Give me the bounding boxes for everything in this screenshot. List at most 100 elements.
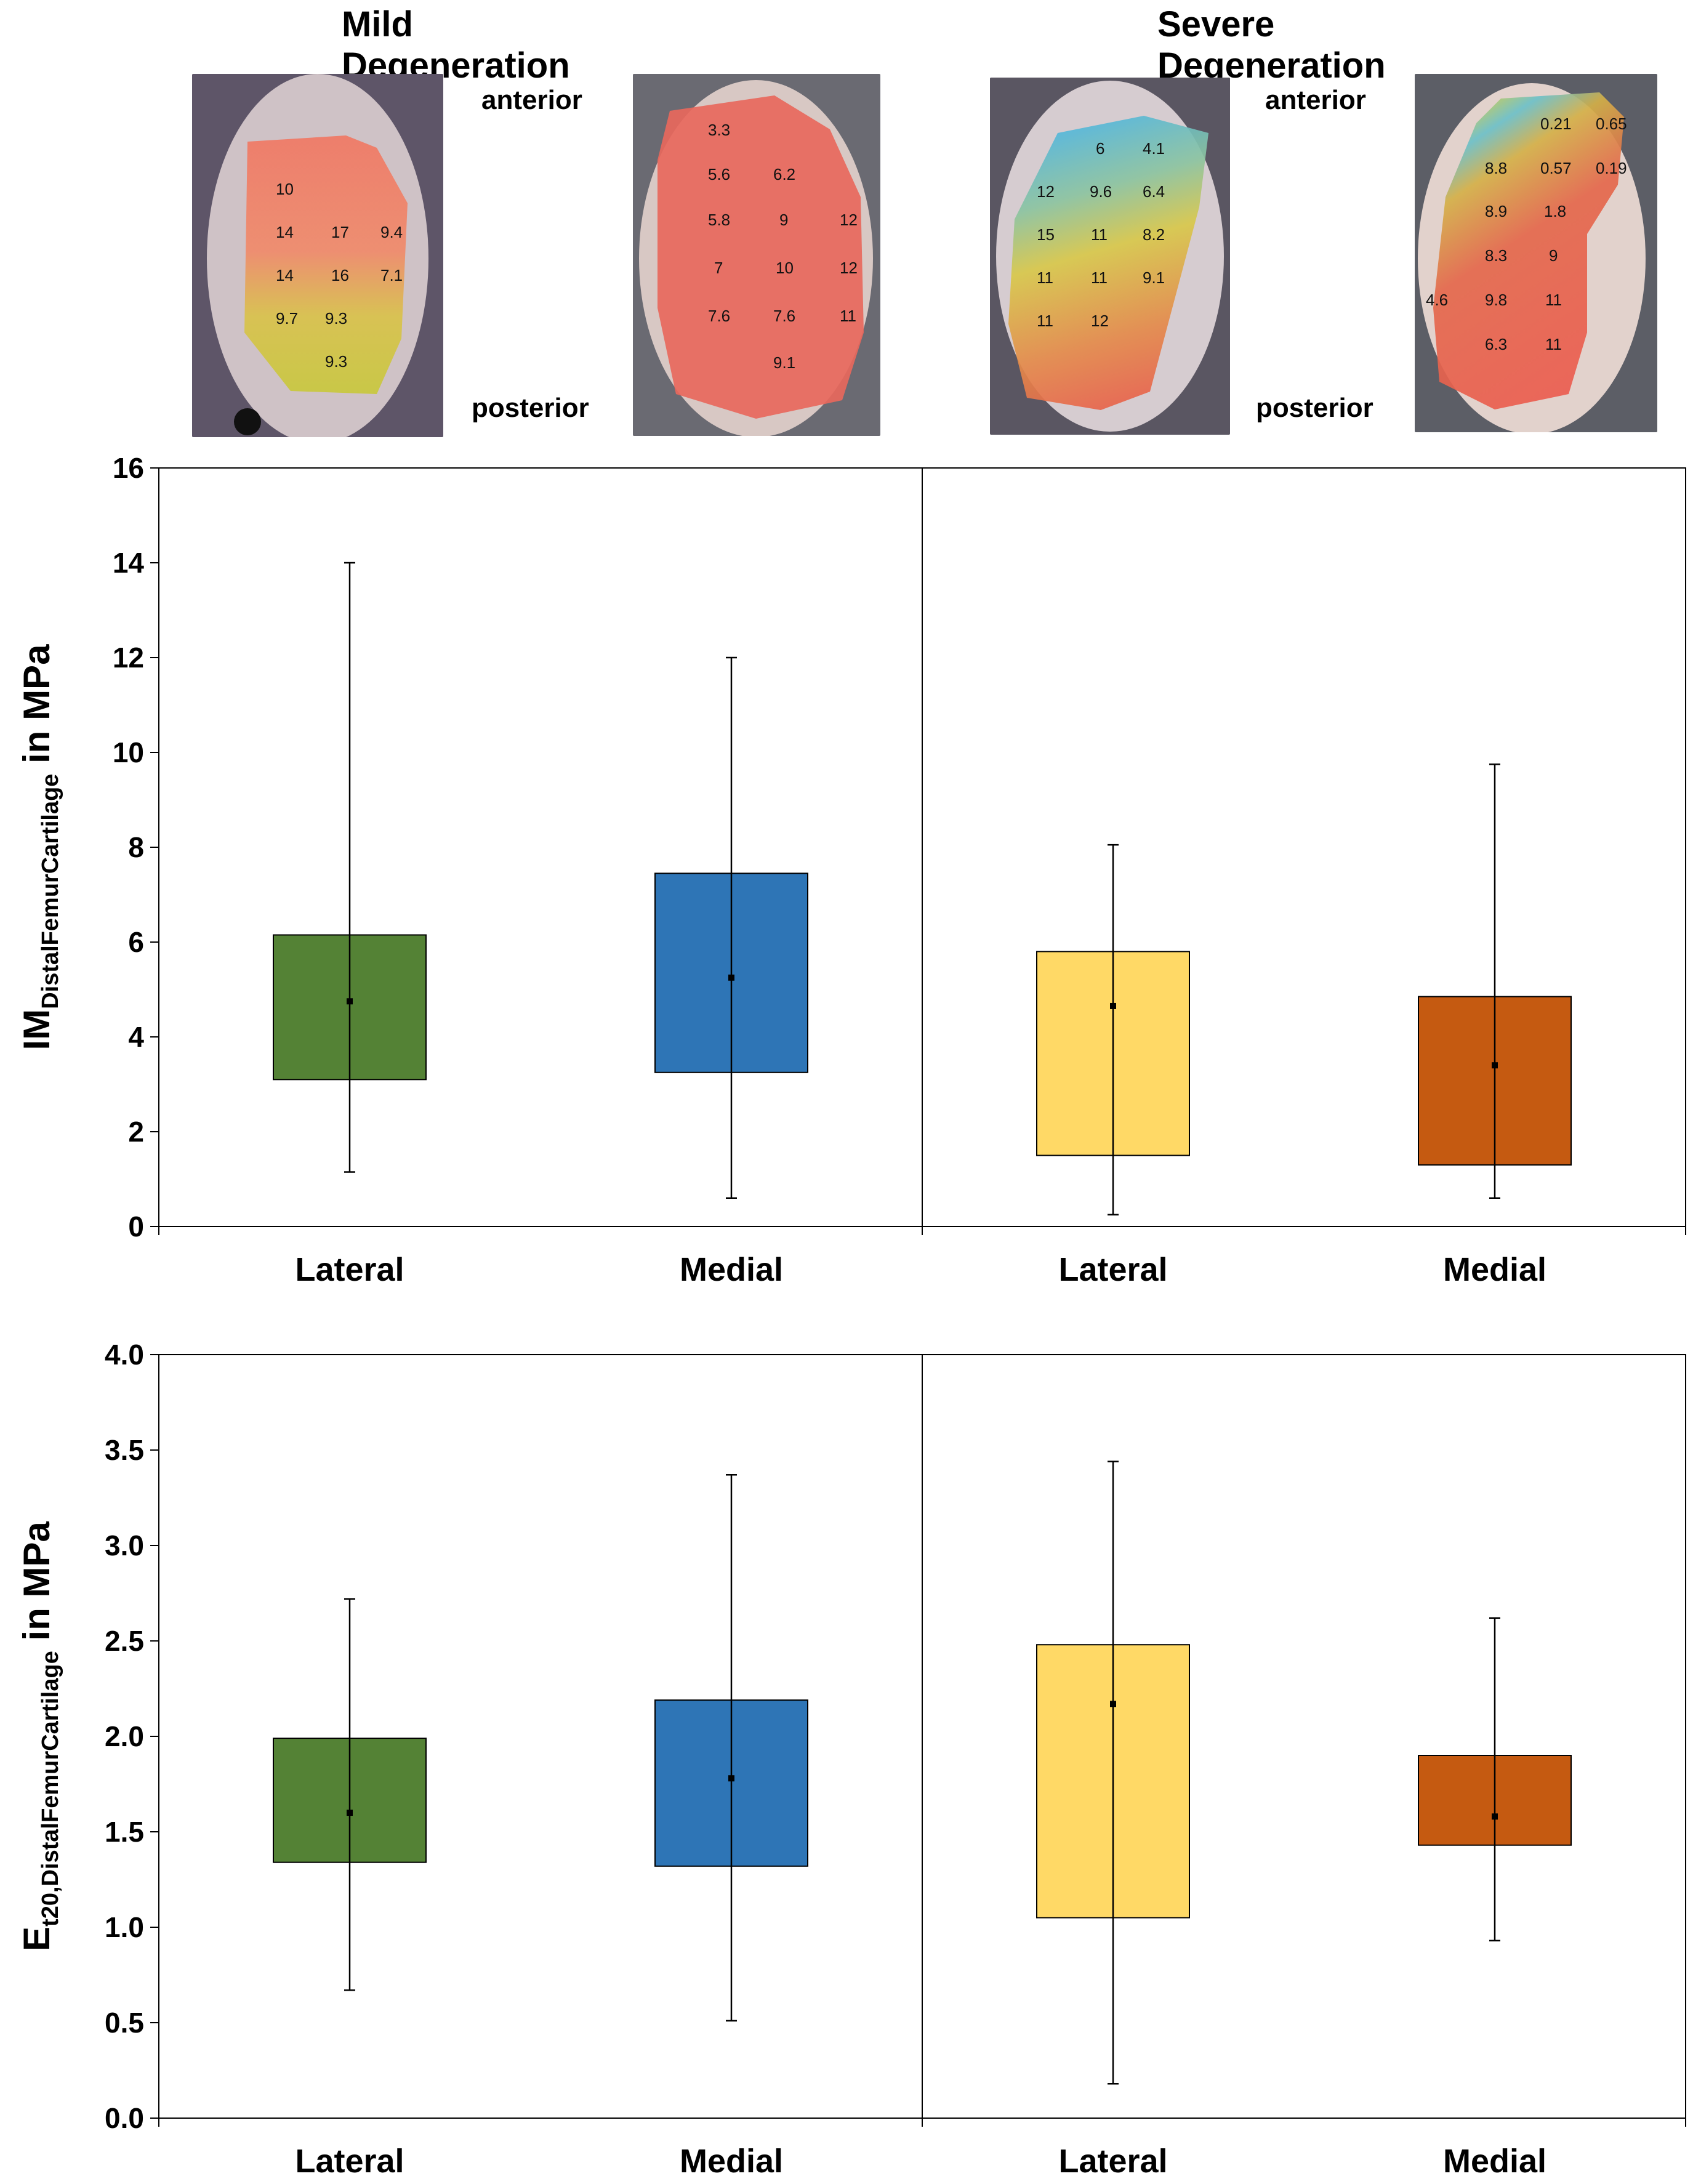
photo-value: 11: [1545, 335, 1562, 353]
y-tick-label: 3.5: [105, 1434, 144, 1466]
photo-value: 7.6: [773, 307, 795, 325]
photo-value: 15: [1037, 225, 1055, 244]
photo-value: 6.3: [1485, 335, 1507, 353]
x-category-label: Medial: [1443, 2143, 1546, 2180]
photo-value: 12: [840, 211, 858, 229]
heatmap-overlay: [1433, 92, 1624, 409]
y-tick-label: 8: [128, 831, 144, 863]
y-tick-label: 4.0: [105, 1339, 144, 1371]
photo-value: 7.6: [708, 307, 730, 325]
y-tick-label: 0.0: [105, 2102, 144, 2134]
x-category-label: Medial: [1443, 1251, 1546, 1288]
y-axis-label: IMDistalFemurCartilage in MPa: [16, 644, 63, 1050]
median-marker: [1492, 1062, 1498, 1069]
median-marker: [347, 998, 353, 1005]
photo-value: 8.2: [1143, 225, 1165, 244]
photo-value: 9.1: [773, 353, 795, 372]
photo-value: 4.1: [1143, 139, 1165, 158]
photo-value: 9.3: [325, 352, 347, 371]
y-tick-label: 16: [113, 452, 144, 484]
y-tick-label: 14: [113, 547, 145, 579]
photo-severe-lateral: 6 4.1 12 9.6 6.4 15 11 8.2 11 11 9.1 11 …: [990, 78, 1230, 435]
photo-value: 9.1: [1143, 268, 1165, 287]
photo-marker: [234, 408, 261, 435]
median-marker: [1110, 1002, 1116, 1009]
photo-value: 16: [331, 266, 349, 284]
photo-value: 0.19: [1596, 159, 1627, 177]
y-tick-label: 2.0: [105, 1720, 144, 1752]
photo-value: 6: [1096, 139, 1104, 158]
y-tick-label: 10: [113, 736, 144, 768]
photo-value: 9.8: [1485, 291, 1507, 309]
photo-value: 7.1: [380, 266, 403, 284]
photo-value: 8.8: [1485, 159, 1507, 177]
median-marker: [1110, 1701, 1116, 1707]
y-axis-label: Et20,DistalFemurCartilage in MPa: [16, 1521, 63, 1951]
photo-value: 17: [331, 223, 349, 241]
label-mild-posterior: posterior: [472, 393, 589, 423]
photo-value: 11: [1091, 268, 1108, 287]
photo-mild-medial: 3.3 5.6 6.2 5.8 9 12 7 10 12 7.6 7.6 11 …: [633, 74, 880, 436]
x-category-label: Lateral: [1058, 1251, 1167, 1288]
median-marker: [728, 1775, 734, 1782]
photo-value: 6.2: [773, 165, 795, 183]
photo-value: 1.8: [1544, 202, 1566, 220]
photo-value: 9.6: [1090, 182, 1112, 201]
photo-severe-medial: 0.21 0.65 8.8 0.57 0.19 8.9 1.8 8.3 9 4.…: [1415, 74, 1657, 432]
photo-value: 11: [1545, 291, 1562, 309]
x-category-label: Medial: [680, 1251, 783, 1288]
photo-value: 12: [1091, 312, 1109, 330]
photo-value: 8.3: [1485, 246, 1507, 265]
y-axis-label-sub: DistalFemurCartilage: [38, 774, 63, 1009]
photo-value: 7: [714, 259, 723, 277]
y-axis-label-unit: in MPa: [16, 644, 57, 774]
photo-value: 12: [1037, 182, 1055, 201]
y-axis-label-main: E: [16, 1927, 57, 1951]
photo-value: 6.4: [1143, 182, 1165, 201]
x-category-label: Medial: [680, 2143, 783, 2180]
photo-value: 10: [776, 259, 794, 277]
photo-value: 9.3: [325, 309, 347, 328]
label-severe-anterior: anterior: [1265, 85, 1366, 115]
photo-value: 10: [276, 180, 294, 198]
photo-value: 0.65: [1596, 115, 1627, 133]
y-tick-label: 0: [128, 1211, 144, 1243]
photo-value: 11: [840, 307, 856, 325]
photo-value: 11: [1037, 312, 1053, 330]
photo-value: 11: [1037, 268, 1053, 287]
y-axis-label-sub: t20,DistalFemurCartilage: [38, 1651, 63, 1927]
photo-value: 0.21: [1540, 115, 1572, 133]
y-tick-label: 3.0: [105, 1529, 144, 1561]
photo-value: 5.6: [708, 165, 730, 183]
x-category-label: Lateral: [295, 2143, 404, 2180]
photo-value: 12: [840, 259, 858, 277]
photo-value: 9.4: [380, 223, 403, 241]
y-tick-label: 2: [128, 1116, 144, 1148]
photo-value: 8.9: [1485, 202, 1507, 220]
photo-value: 9: [1549, 246, 1558, 265]
photo-value: 0.57: [1540, 159, 1572, 177]
photo-value: 4.6: [1426, 291, 1448, 309]
photo-value: 9.7: [276, 309, 298, 328]
y-tick-label: 4: [128, 1021, 144, 1053]
y-tick-label: 12: [113, 642, 144, 674]
photo-mild-lateral: 10 14 17 9.4 14 16 7.1 9.7 9.3 9.3: [192, 74, 443, 437]
median-marker: [1492, 1813, 1498, 1820]
heatmap-overlay: [244, 135, 408, 394]
y-axis-label-main: IM: [16, 1009, 57, 1050]
photo-value: 5.8: [708, 211, 730, 229]
heatmap-overlay: [1008, 116, 1208, 410]
y-tick-label: 1.0: [105, 1911, 144, 1943]
y-tick-label: 6: [128, 926, 144, 958]
median-marker: [728, 974, 734, 981]
photo-value: 11: [1091, 225, 1108, 244]
photo-value: 9: [779, 211, 788, 229]
median-marker: [347, 1810, 353, 1816]
heatmap-overlay: [657, 95, 864, 419]
y-tick-label: 1.5: [105, 1816, 144, 1848]
photo-value: 3.3: [708, 121, 730, 139]
label-severe-posterior: posterior: [1256, 393, 1373, 423]
y-axis-label-unit: in MPa: [16, 1521, 57, 1651]
photo-value: 14: [276, 223, 294, 241]
